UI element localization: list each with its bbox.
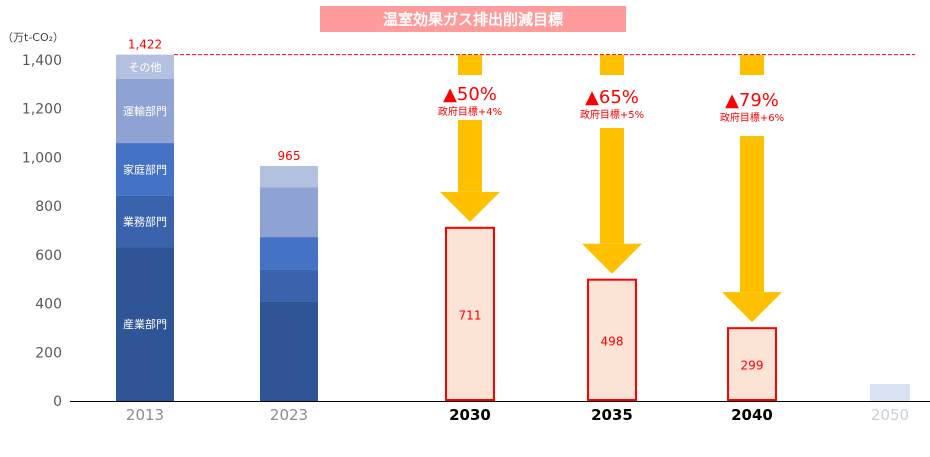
y-tick-label: 200 (35, 345, 62, 361)
y-tick-label: 1,200 (22, 102, 62, 118)
target-bar (587, 278, 637, 401)
target-value-label: 498 (601, 334, 624, 348)
bar-segment (116, 195, 174, 248)
segment-label: その他 (129, 61, 162, 74)
future-bar (870, 383, 910, 401)
total-label: 965 (278, 149, 301, 163)
government-target-note: 政府目標+4% (438, 105, 502, 118)
y-tick-label: 600 (35, 248, 62, 264)
reduction-label: ▲65% (585, 87, 639, 108)
bar-segment (260, 237, 318, 270)
target-value-label: 711 (459, 308, 482, 322)
arrow-head-icon (582, 243, 642, 274)
arrow-shaft-top (600, 55, 624, 75)
y-tick-label: 800 (35, 199, 62, 215)
bar-segment (260, 301, 318, 401)
bar-segment (260, 187, 318, 238)
segment-label: 産業部門 (123, 317, 167, 331)
reduction-label: ▲50% (443, 84, 497, 105)
arrow-shaft (600, 128, 624, 244)
arrow-head-icon (722, 292, 782, 323)
bar-segment (260, 165, 318, 188)
bar-segment (116, 78, 174, 144)
arrow-shaft (458, 120, 482, 192)
x-tick-label: 2035 (591, 406, 633, 424)
target-bar (445, 226, 495, 401)
x-tick-label: 2030 (449, 406, 491, 424)
x-tick-label: 2050 (871, 406, 909, 424)
chart-title: 温室効果ガス排出削減目標 (383, 11, 563, 29)
x-tick-label: 2040 (731, 406, 773, 424)
x-tick-label: 2013 (126, 406, 164, 424)
total-label: 1,422 (128, 38, 162, 52)
y-axis-label: （万t-CO₂） (2, 31, 64, 44)
arrow-shaft-top (458, 55, 482, 75)
bar-segment (260, 269, 318, 302)
x-tick-label: 2023 (270, 406, 308, 424)
target-bar (727, 327, 777, 402)
target-value-label: 299 (741, 359, 764, 373)
bar-segment (116, 54, 174, 79)
y-tick-label: 400 (35, 297, 62, 313)
y-tick-label: 1,400 (22, 53, 62, 69)
reduction-label: ▲79% (725, 90, 779, 111)
y-tick-label: 1,000 (22, 150, 62, 166)
y-tick-label: 0 (53, 394, 62, 410)
title-box (320, 6, 626, 32)
government-target-note: 政府目標+6% (720, 111, 784, 124)
segment-label: 家庭部門 (123, 162, 167, 176)
arrow-shaft (740, 136, 764, 293)
bar-segment (116, 143, 174, 196)
arrow-head-icon (440, 191, 500, 222)
government-target-note: 政府目標+5% (580, 108, 644, 121)
segment-label: 運輸部門 (123, 104, 167, 118)
segment-label: 業務部門 (123, 214, 167, 228)
arrow-shaft-top (740, 55, 764, 75)
bar-segment (116, 247, 174, 401)
